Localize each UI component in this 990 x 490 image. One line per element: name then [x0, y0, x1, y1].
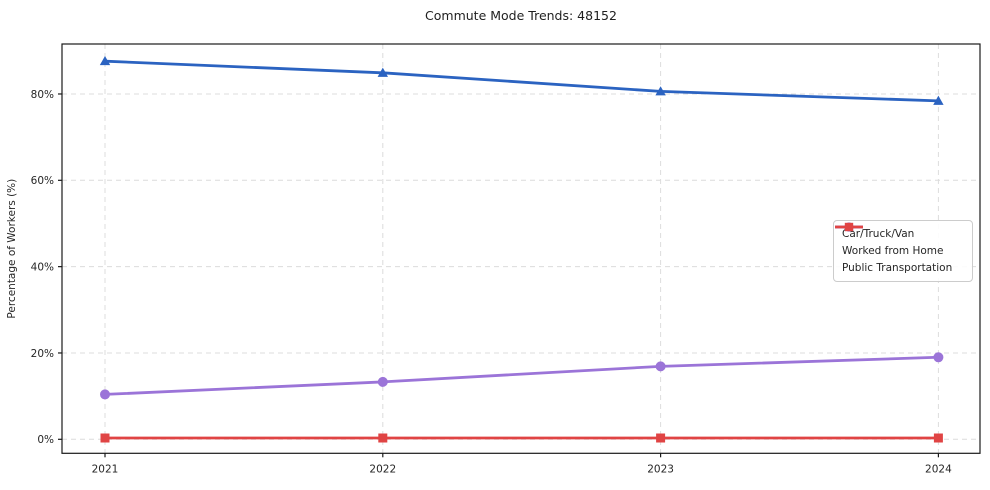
series-marker-circle — [933, 352, 944, 363]
series-marker-square — [378, 433, 388, 443]
series-marker-triangle — [377, 67, 388, 77]
plot-border — [61, 43, 981, 454]
series-marker-triangle — [933, 95, 944, 105]
series-marker-circle — [655, 361, 666, 372]
series-line — [103, 355, 940, 396]
series-line — [103, 59, 940, 103]
x-tick-label: 2024 — [925, 463, 952, 475]
y-tick-label: 80% — [31, 89, 54, 101]
series-marker-square — [933, 433, 943, 443]
legend-label: Public Transportation — [842, 262, 953, 274]
x-tick-label: 2022 — [369, 463, 396, 475]
legend-item: Worked from Home — [835, 222, 964, 258]
y-tick-label: 60% — [31, 175, 54, 187]
series-marker-triangle — [655, 86, 666, 96]
legend: Car/Truck/Van Worked from Home Public Tran… — [833, 220, 973, 282]
y-tick-label: 20% — [31, 348, 54, 360]
x-tick-label: 2021 — [92, 463, 119, 475]
x-tick-label: 2023 — [647, 463, 674, 475]
series-marker-circle — [100, 389, 110, 400]
y-tick-label: 40% — [31, 261, 54, 273]
y-tick-label: 0% — [37, 434, 54, 446]
legend-label: Car/Truck/Van — [842, 228, 915, 240]
legend-swatch-square-icon — [835, 222, 863, 232]
series-marker-circle — [377, 376, 388, 387]
series-marker-square — [100, 433, 110, 443]
y-axis-label: Percentage of Workers (%) — [6, 179, 18, 319]
series-marker-square — [656, 433, 666, 443]
legend-label: Worked from Home — [842, 245, 944, 257]
series-marker-triangle — [99, 55, 111, 66]
chart-title: Commute Mode Trends: 48152 — [425, 8, 617, 23]
legend-item: Public Transportation — [835, 222, 964, 275]
